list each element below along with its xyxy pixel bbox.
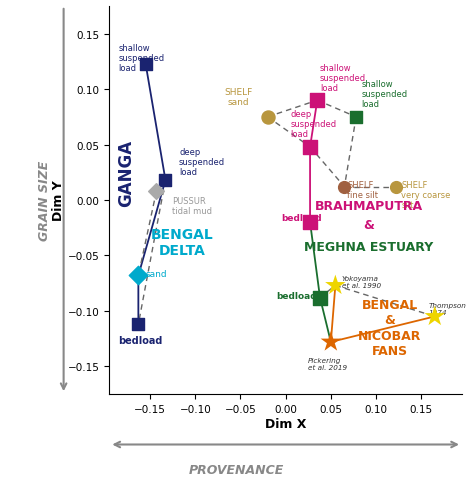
Point [135,272,142,280]
Text: BENGAL
DELTA: BENGAL DELTA [151,228,213,258]
Text: Yokoyama
et al. 1990: Yokoyama et al. 1990 [342,276,381,288]
Point [332,282,339,289]
Point [327,338,335,346]
Text: PUSSUR
tidal mud: PUSSUR tidal mud [172,196,212,215]
Point [306,219,314,227]
Point [316,294,324,302]
Point [142,60,149,68]
Text: SHELF
fine silt: SHELF fine silt [347,180,378,200]
Text: BENGAL
&
NICOBAR
FANS: BENGAL & NICOBAR FANS [358,298,421,358]
Point [431,313,438,321]
Y-axis label: Dim Y: Dim Y [52,180,65,221]
Point [341,183,348,191]
Point [306,144,314,151]
Text: bedload: bedload [277,291,317,300]
Point [264,114,271,121]
Point [392,183,400,191]
Point [135,321,142,328]
Point [353,114,360,121]
Text: deep
suspended
load: deep suspended load [290,109,337,139]
Text: Pickering
et al. 2019: Pickering et al. 2019 [308,358,347,371]
Text: GRAIN SIZE: GRAIN SIZE [38,160,51,240]
Text: sand: sand [145,269,167,278]
Text: deep
suspended
load: deep suspended load [179,147,225,176]
Text: shallow
suspended
load: shallow suspended load [118,44,165,73]
Point [152,188,160,195]
Text: Thompson
1974: Thompson 1974 [429,302,466,315]
Text: GANGA: GANGA [118,139,135,206]
Text: MEGHNA ESTUARY: MEGHNA ESTUARY [304,240,433,253]
Text: bedload: bedload [118,336,163,346]
Text: BRAHMAPUTRA: BRAHMAPUTRA [315,200,423,213]
Text: shallow
suspended
load: shallow suspended load [320,64,366,93]
Text: shallow
suspended
load: shallow suspended load [362,80,408,109]
Point [162,177,169,184]
Text: PROVENANCE: PROVENANCE [188,463,284,476]
Text: bedload: bedload [281,214,322,223]
Text: SHELF
sand: SHELF sand [225,87,253,107]
X-axis label: Dim X: Dim X [265,417,306,430]
Text: &: & [363,218,374,231]
Text: SHELF
very coarse
silt: SHELF very coarse silt [401,180,451,210]
Point [313,97,321,105]
